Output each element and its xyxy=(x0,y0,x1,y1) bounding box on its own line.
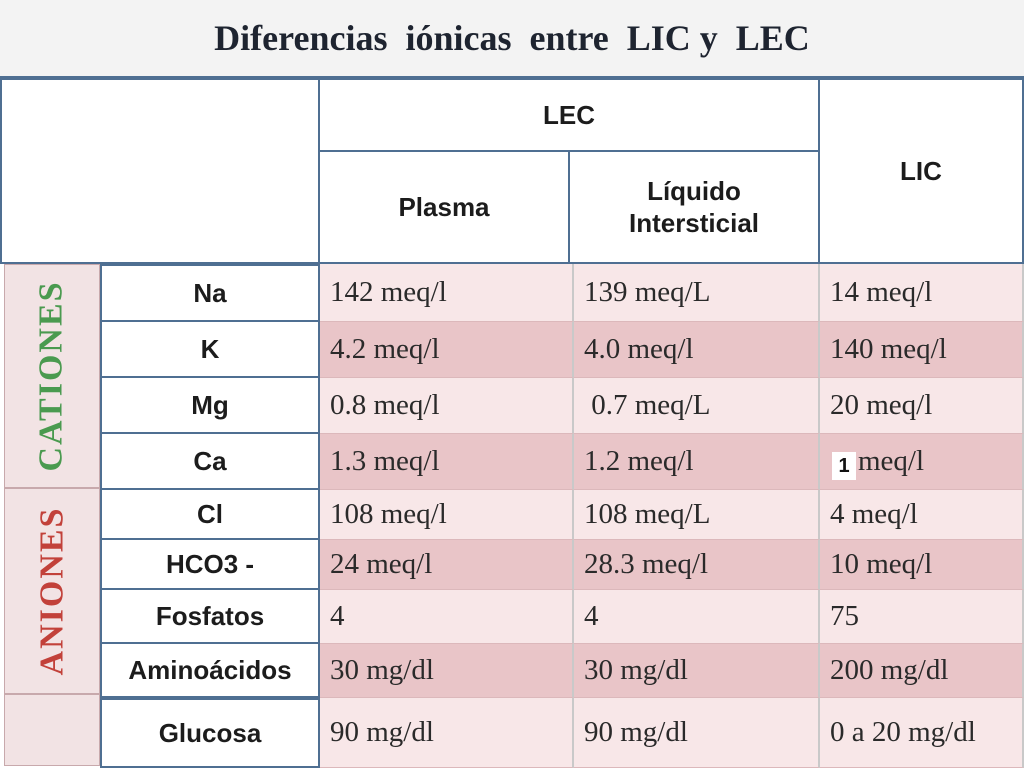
plasma-value: 1.3 meq/l xyxy=(320,434,574,490)
header-plasma: Plasma xyxy=(318,150,570,264)
group-aniones-label: ANIONES xyxy=(33,506,70,676)
row-label: K xyxy=(100,320,320,378)
header-lec: LEC xyxy=(318,78,820,152)
plasma-value: 4 xyxy=(320,590,574,644)
header-liquido-intersticial: Líquido Intersticial xyxy=(568,150,820,264)
lic-value: 20 meq/l xyxy=(820,378,1024,434)
lic-value: 140 meq/l xyxy=(820,322,1024,378)
header-empty-corner xyxy=(0,78,320,264)
plasma-value: 30 mg/dl xyxy=(320,644,574,698)
intersticial-value: 4 xyxy=(574,590,820,644)
header-intersticial-line2: Intersticial xyxy=(628,208,760,238)
row-label: Mg xyxy=(100,376,320,434)
intersticial-value: 139 meq/L xyxy=(574,264,820,322)
intersticial-value: 30 mg/dl xyxy=(574,644,820,698)
page-title: Diferencias iónicas entre LIC y LEC xyxy=(0,0,1024,79)
row-label: Aminoácidos xyxy=(100,642,320,698)
plasma-value: 108 meq/l xyxy=(320,490,574,540)
lic-value: 75 xyxy=(820,590,1024,644)
row-label: Fosfatos xyxy=(100,588,320,644)
lic-value: meq/l xyxy=(820,434,1024,490)
intersticial-value: 1.2 meq/l xyxy=(574,434,820,490)
group-aniones: ANIONES xyxy=(4,488,100,694)
row-label: Na xyxy=(100,264,320,322)
intersticial-value: 4.0 meq/l xyxy=(574,322,820,378)
intersticial-value: 28.3 meq/l xyxy=(574,540,820,590)
row-label: Ca xyxy=(100,432,320,490)
lic-value: 14 meq/l xyxy=(820,264,1024,322)
group-blank xyxy=(4,694,100,766)
group-cationes-label: CATIONES xyxy=(33,280,70,472)
plasma-value: 24 meq/l xyxy=(320,540,574,590)
row-label: Cl xyxy=(100,488,320,540)
plasma-value: 0.8 meq/l xyxy=(320,378,574,434)
header-intersticial-line1: Líquido xyxy=(647,176,741,206)
plasma-value: 90 mg/dl xyxy=(320,698,574,768)
group-cationes: CATIONES xyxy=(4,264,100,488)
intersticial-value: 0.7 meq/L xyxy=(574,378,820,434)
header-lic: LIC xyxy=(818,78,1024,264)
row-label: HCO3 - xyxy=(100,538,320,590)
plasma-value: 142 meq/l xyxy=(320,264,574,322)
ca-lic-prefix: 1 xyxy=(832,452,856,480)
row-label: Glucosa xyxy=(100,698,320,768)
lic-value: 10 meq/l xyxy=(820,540,1024,590)
lic-value: 0 a 20 mg/dl xyxy=(820,698,1024,768)
lic-value: 4 meq/l xyxy=(820,490,1024,540)
plasma-value: 4.2 meq/l xyxy=(320,322,574,378)
lic-value: 200 mg/dl xyxy=(820,644,1024,698)
intersticial-value: 90 mg/dl xyxy=(574,698,820,768)
intersticial-value: 108 meq/L xyxy=(574,490,820,540)
